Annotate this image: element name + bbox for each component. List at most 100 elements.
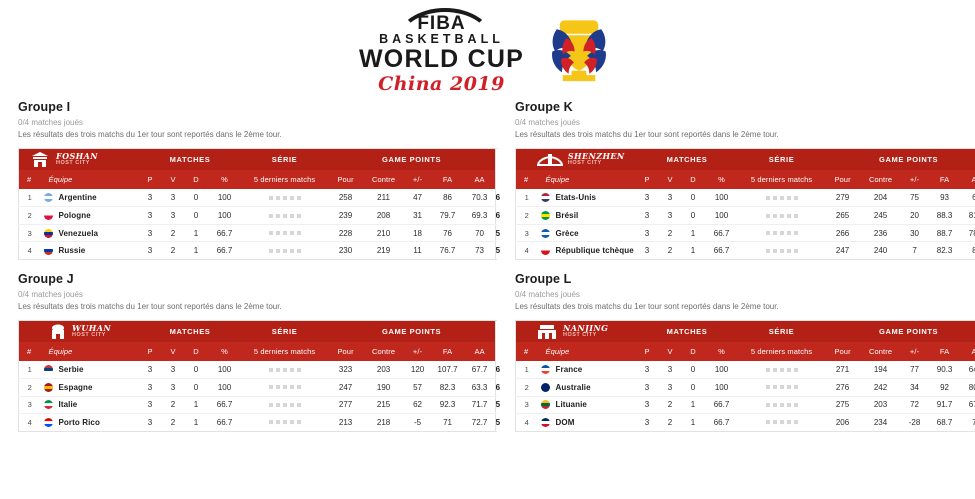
col-pct[interactable]: % [207,342,242,362]
cell-team[interactable]: Argentine [40,189,139,208]
col-pct[interactable]: % [704,170,739,190]
col-d[interactable]: D [184,342,208,362]
col-pour[interactable]: Pour [327,342,364,362]
col-last5[interactable]: 5 derniers matchs [241,342,328,362]
col-fa[interactable]: FA [928,170,961,190]
col-rank[interactable]: # [515,170,538,190]
col-team[interactable]: Équipe [40,342,139,362]
col-aa[interactable]: AA [463,342,496,362]
cell-team[interactable]: Russie [41,242,139,260]
cell-team[interactable]: République tchèque [538,242,636,260]
streak-dot-icon [765,231,770,236]
col-rank[interactable]: # [515,342,538,362]
cell-v: 2 [170,417,176,427]
col-last5[interactable]: 5 derniers matchs [241,170,328,190]
col-team[interactable]: Équipe [40,170,139,190]
col-fa[interactable]: FA [431,342,464,362]
col-pour[interactable]: Pour [327,170,364,190]
col-last5[interactable]: 5 derniers matchs [738,170,825,190]
cell-rank: 1 [18,361,41,380]
table-row[interactable]: 1 Serbie 3 3 0 100 323 203 120 107.7 67.7 6 [18,361,500,380]
group-matches-played: 0/4 matches joués [18,118,83,127]
cell-rank: 2 [18,378,41,397]
streak-dot-icon [772,195,777,200]
col-v[interactable]: V [161,170,185,190]
cell-team[interactable]: Porto Rico [41,414,139,432]
cell-team[interactable]: Etats-Unis [537,189,636,208]
streak-dot-icon [765,195,770,200]
cell-team[interactable]: Italie [40,395,139,415]
col-pour[interactable]: Pour [824,170,861,190]
col-diff[interactable]: +/- [403,170,432,190]
col-v[interactable]: V [658,342,682,362]
col-aa[interactable]: AA [960,342,975,362]
cell-team[interactable]: Espagne [40,378,139,397]
cell-team[interactable]: Grèce [537,223,636,243]
col-diff[interactable]: +/- [403,342,432,362]
col-v[interactable]: V [658,170,682,190]
cell-team[interactable]: DOM [538,414,636,432]
cell-team[interactable]: Australie [537,378,636,397]
col-diff[interactable]: +/- [900,170,929,190]
col-rank[interactable]: # [18,170,41,190]
col-contre[interactable]: Contre [363,342,404,362]
streak-dot-icon [765,248,770,253]
col-contre[interactable]: Contre [363,170,404,190]
col-rank[interactable]: # [18,342,41,362]
cell-pct: 100 [207,378,242,397]
col-d[interactable]: D [681,170,705,190]
streak-dot-icon [268,195,273,200]
table-row[interactable]: 3 Venezuela 3 2 1 66.7 228 210 18 76 70 5 [18,223,500,243]
standings-body: 1France3301002711947790.364.762Australie… [515,361,975,432]
col-p[interactable]: P [635,170,659,190]
cell-p: 3 [635,395,659,415]
table-row[interactable]: 4 Russie 3 2 1 66.7 230 219 11 76.7 73 5 [19,242,500,260]
cell-contre: 215 [363,395,404,415]
cell-team[interactable]: France [537,361,636,380]
col-p[interactable]: P [635,342,659,362]
col-d[interactable]: D [681,342,705,362]
col-pour[interactable]: Pour [824,342,861,362]
cell-team[interactable]: Venezuela [40,223,139,243]
col-d[interactable]: D [184,170,208,190]
cell-team[interactable]: Pologne [40,206,139,225]
table-row[interactable]: 2 Espagne 3 3 0 100 247 190 57 82.3 63.3 6 [18,378,500,397]
col-p[interactable]: P [138,170,162,190]
col-team[interactable]: Équipe [537,170,636,190]
cell-team[interactable]: Lituanie [537,395,636,415]
col-aa[interactable]: AA [463,170,496,190]
table-row[interactable]: 2 Pologne 3 3 0 100 239 208 31 79.7 69.3 6 [18,206,500,225]
col-contre[interactable]: Contre [860,342,901,362]
team-name: Grèce [555,228,579,238]
table-row[interactable]: 2Australie330100276242349280.76 [515,378,975,397]
col-fa[interactable]: FA [431,170,464,190]
cell-aa: 80.7 [960,378,975,397]
col-p[interactable]: P [138,342,162,362]
table-row[interactable]: 4 Porto Rico 3 2 1 66.7 213 218 -5 71 72.7 5 [19,414,500,432]
col-pct[interactable]: % [207,170,242,190]
col-aa[interactable]: AA [960,170,975,190]
col-diff[interactable]: +/- [900,342,929,362]
cell-team[interactable]: Brésil [537,206,636,225]
table-row[interactable]: 3 Italie 3 2 1 66.7 277 215 62 92.3 71.7 5 [18,395,500,415]
col-v[interactable]: V [161,342,185,362]
col-contre[interactable]: Contre [860,170,901,190]
col-fa[interactable]: FA [928,342,961,362]
col-last5[interactable]: 5 derniers matchs [738,342,825,362]
streak-dot-icon [779,231,784,236]
cell-team[interactable]: Serbie [40,361,139,380]
cell-v: 2 [667,417,673,427]
streak-dot-icon [793,420,798,425]
col-team[interactable]: Équipe [537,342,636,362]
china-2019-label: China 2019 [378,73,505,96]
col-pct[interactable]: % [704,342,739,362]
table-row[interactable]: 1 Argentine 3 3 0 100 258 211 47 86 70.3 6 [18,189,500,208]
streak-dot-icon [786,231,791,236]
